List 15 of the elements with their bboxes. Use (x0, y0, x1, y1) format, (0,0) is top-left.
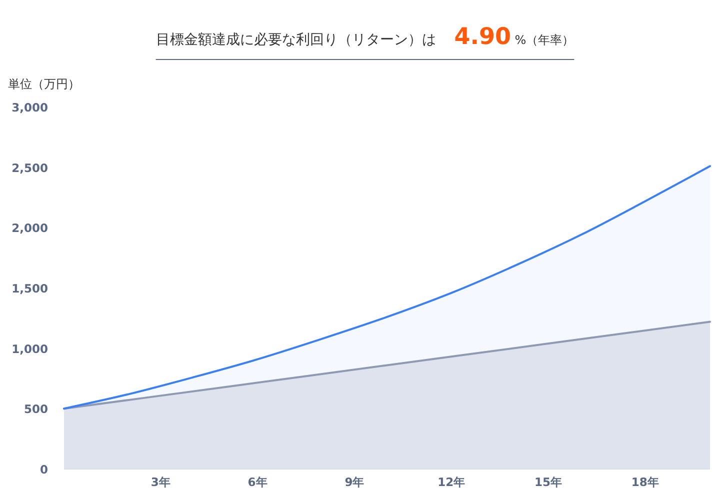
y-tick-label: 2,000 (12, 221, 48, 236)
y-axis-title: 単位（万円） (8, 77, 80, 91)
x-tick-label: 3年 (150, 475, 171, 489)
y-tick-label: 3,000 (12, 100, 48, 114)
x-tick-label: 15年 (534, 475, 562, 489)
y-tick-label: 0 (40, 462, 48, 476)
y-tick-label: 1,500 (12, 282, 48, 296)
x-tick-label: 18年 (631, 475, 660, 489)
x-tick-label: 12年 (438, 475, 466, 489)
y-tick-label: 2,500 (12, 160, 48, 175)
x-tick-label: 6年 (248, 475, 268, 489)
title: 目標金額達成に必要な利回り（リターン）は 4.90 %（年率） (156, 24, 574, 50)
x-tick-label: 9年 (344, 475, 365, 489)
y-tick-label: 500 (24, 402, 48, 416)
y-tick-label: 1,000 (12, 342, 48, 356)
